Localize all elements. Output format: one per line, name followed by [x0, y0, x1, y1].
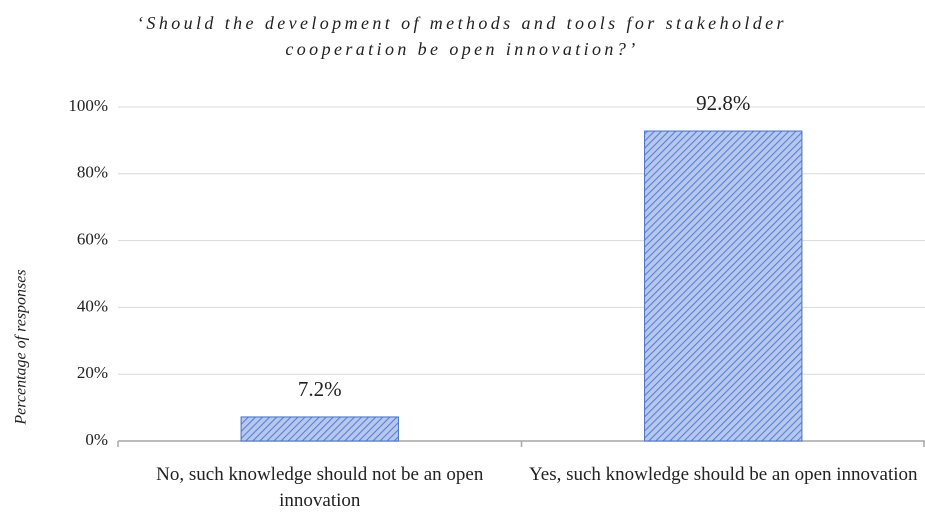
- chart-title: ‘Should the development of methods and t…: [137, 13, 787, 59]
- y-tick-label: 100%: [68, 96, 108, 115]
- data-label: 7.2%: [298, 377, 342, 401]
- bar: [240, 416, 399, 442]
- y-tick-label: 20%: [77, 363, 108, 382]
- data-label: 92.8%: [696, 91, 750, 115]
- bar: [644, 130, 803, 442]
- y-tick-label: 80%: [77, 163, 108, 182]
- x-tick-label: Yes, such knowledge should be an open in…: [528, 464, 918, 485]
- y-axis-label: Percentage of responses: [13, 269, 30, 425]
- y-tick-label: 40%: [77, 296, 108, 315]
- x-tick-label: No, such knowledge should not be an open…: [156, 464, 484, 511]
- y-tick-label: 0%: [85, 430, 108, 449]
- y-tick-label: 60%: [77, 230, 108, 249]
